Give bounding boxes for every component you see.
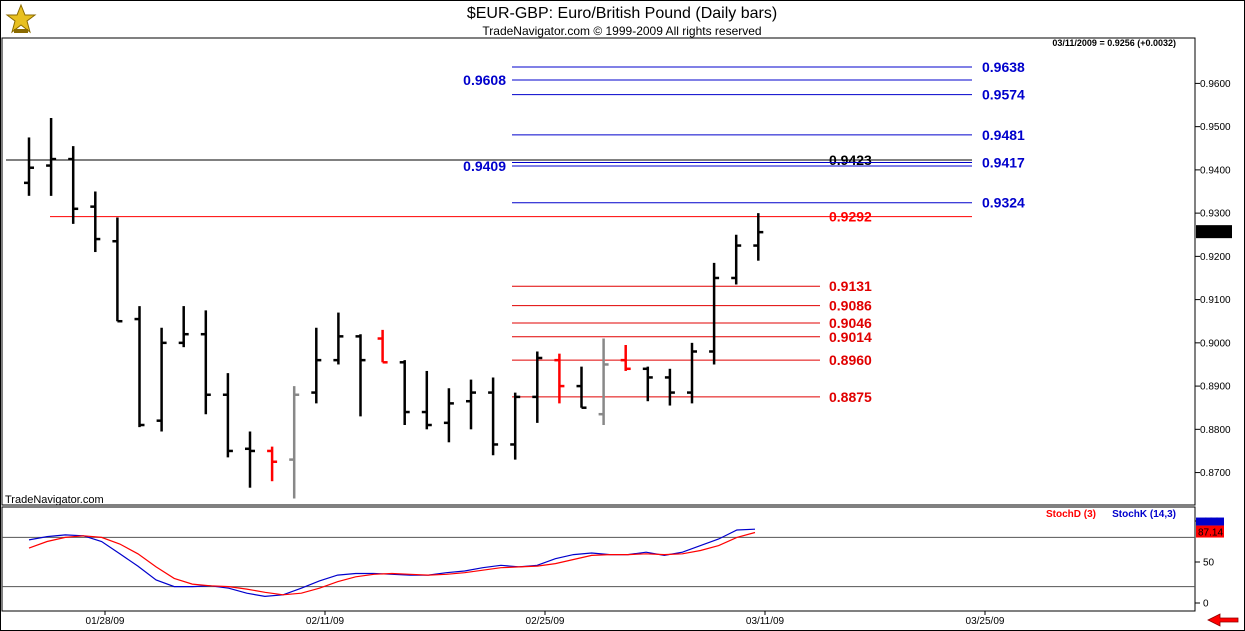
stochastic-last-value-label: 87.14 — [1198, 528, 1223, 539]
price-tick-label: 0.8800 — [1200, 425, 1231, 436]
fib-level-label: 0.9481 — [982, 127, 1025, 143]
stochastic-lines — [28, 528, 756, 598]
fib-level-label: 0.9131 — [829, 278, 872, 294]
stochastic-tick-label: 0 — [1203, 599, 1209, 610]
stochastic-series-line — [28, 531, 756, 596]
price-tick-label: 0.9500 — [1200, 122, 1231, 133]
price-tick-label: 0.9000 — [1200, 338, 1231, 349]
date-tick-label: 02/11/09 — [306, 616, 345, 627]
fib-level-label: 0.8960 — [829, 352, 872, 368]
date-tick-label: 03/11/09 — [746, 616, 785, 627]
price-axis: 0.8700 0.8800 0.8900 0.9000 0.9100 0.9200 0.93… — [1195, 79, 1232, 479]
price-tick-label: 0.9100 — [1200, 295, 1231, 306]
stochastic-tick-label: 50 — [1203, 558, 1215, 569]
horizontal-lines: 0.9423 0.9292 — [6, 152, 972, 225]
date-tick-label: 02/25/09 — [526, 616, 565, 627]
price-tick-label: 0.9200 — [1200, 252, 1231, 263]
watermark-text: TradeNavigator.com — [5, 494, 104, 506]
trade-navigator-logo — [4, 3, 38, 36]
fib-level-label: 0.8875 — [829, 389, 872, 405]
date-tick-label: 01/28/09 — [86, 616, 125, 627]
price-tick-label: 0.9600 — [1200, 79, 1231, 90]
date-tick-label: 03/25/09 — [966, 616, 1005, 627]
fib-level-label: 0.9014 — [829, 329, 872, 345]
fib-level-label: 0.9409 — [463, 158, 506, 174]
fibonacci-levels: 0.9638 0.9608 0.9574 0.9481 0.9417 0.9409 0.93… — [463, 59, 1025, 405]
stochk-value-marker — [1196, 517, 1224, 526]
copyright-text: TradeNavigator.com © 1999-2009 All right… — [482, 24, 761, 38]
fib-level-label: 0.9638 — [982, 59, 1025, 75]
horizontal-line-label: 0.9292 — [829, 209, 872, 225]
price-tick-label: 0.8700 — [1200, 468, 1231, 479]
last-price-marker — [1196, 225, 1232, 239]
legend-stochk: StochK (14,3) — [1112, 509, 1176, 520]
horizontal-line-label: 0.9423 — [829, 152, 872, 168]
price-panel — [1, 37, 1196, 506]
stochastic-panel — [1, 506, 1196, 612]
price-bars — [24, 117, 764, 499]
scroll-right-arrow-icon[interactable] — [1207, 613, 1239, 627]
stochd-value-marker — [1196, 525, 1224, 538]
fib-level-label: 0.9417 — [982, 155, 1025, 171]
price-tick-label: 0.9400 — [1200, 165, 1231, 176]
price-tick-label: 0.9300 — [1200, 209, 1231, 220]
legend-stochd: StochD (3) — [1046, 509, 1096, 520]
last-price-label: 0.9256 — [1198, 228, 1229, 239]
fib-level-label: 0.9574 — [982, 87, 1025, 103]
fib-level-label: 0.9086 — [829, 298, 872, 314]
last-quote-text: 03/11/2009 = 0.9256 (+0.0032) — [1052, 38, 1176, 48]
date-axis: 01/28/09 02/11/09 02/25/09 03/11/09 03/25/09 — [86, 611, 1005, 627]
fib-level-label: 0.9324 — [982, 195, 1025, 211]
price-tick-label: 0.8900 — [1200, 382, 1231, 393]
chart-title: $EUR-GBP: Euro/British Pound (Daily bars… — [467, 5, 777, 22]
fib-level-label: 0.9608 — [463, 72, 506, 88]
fib-level-label: 0.9046 — [829, 315, 872, 331]
